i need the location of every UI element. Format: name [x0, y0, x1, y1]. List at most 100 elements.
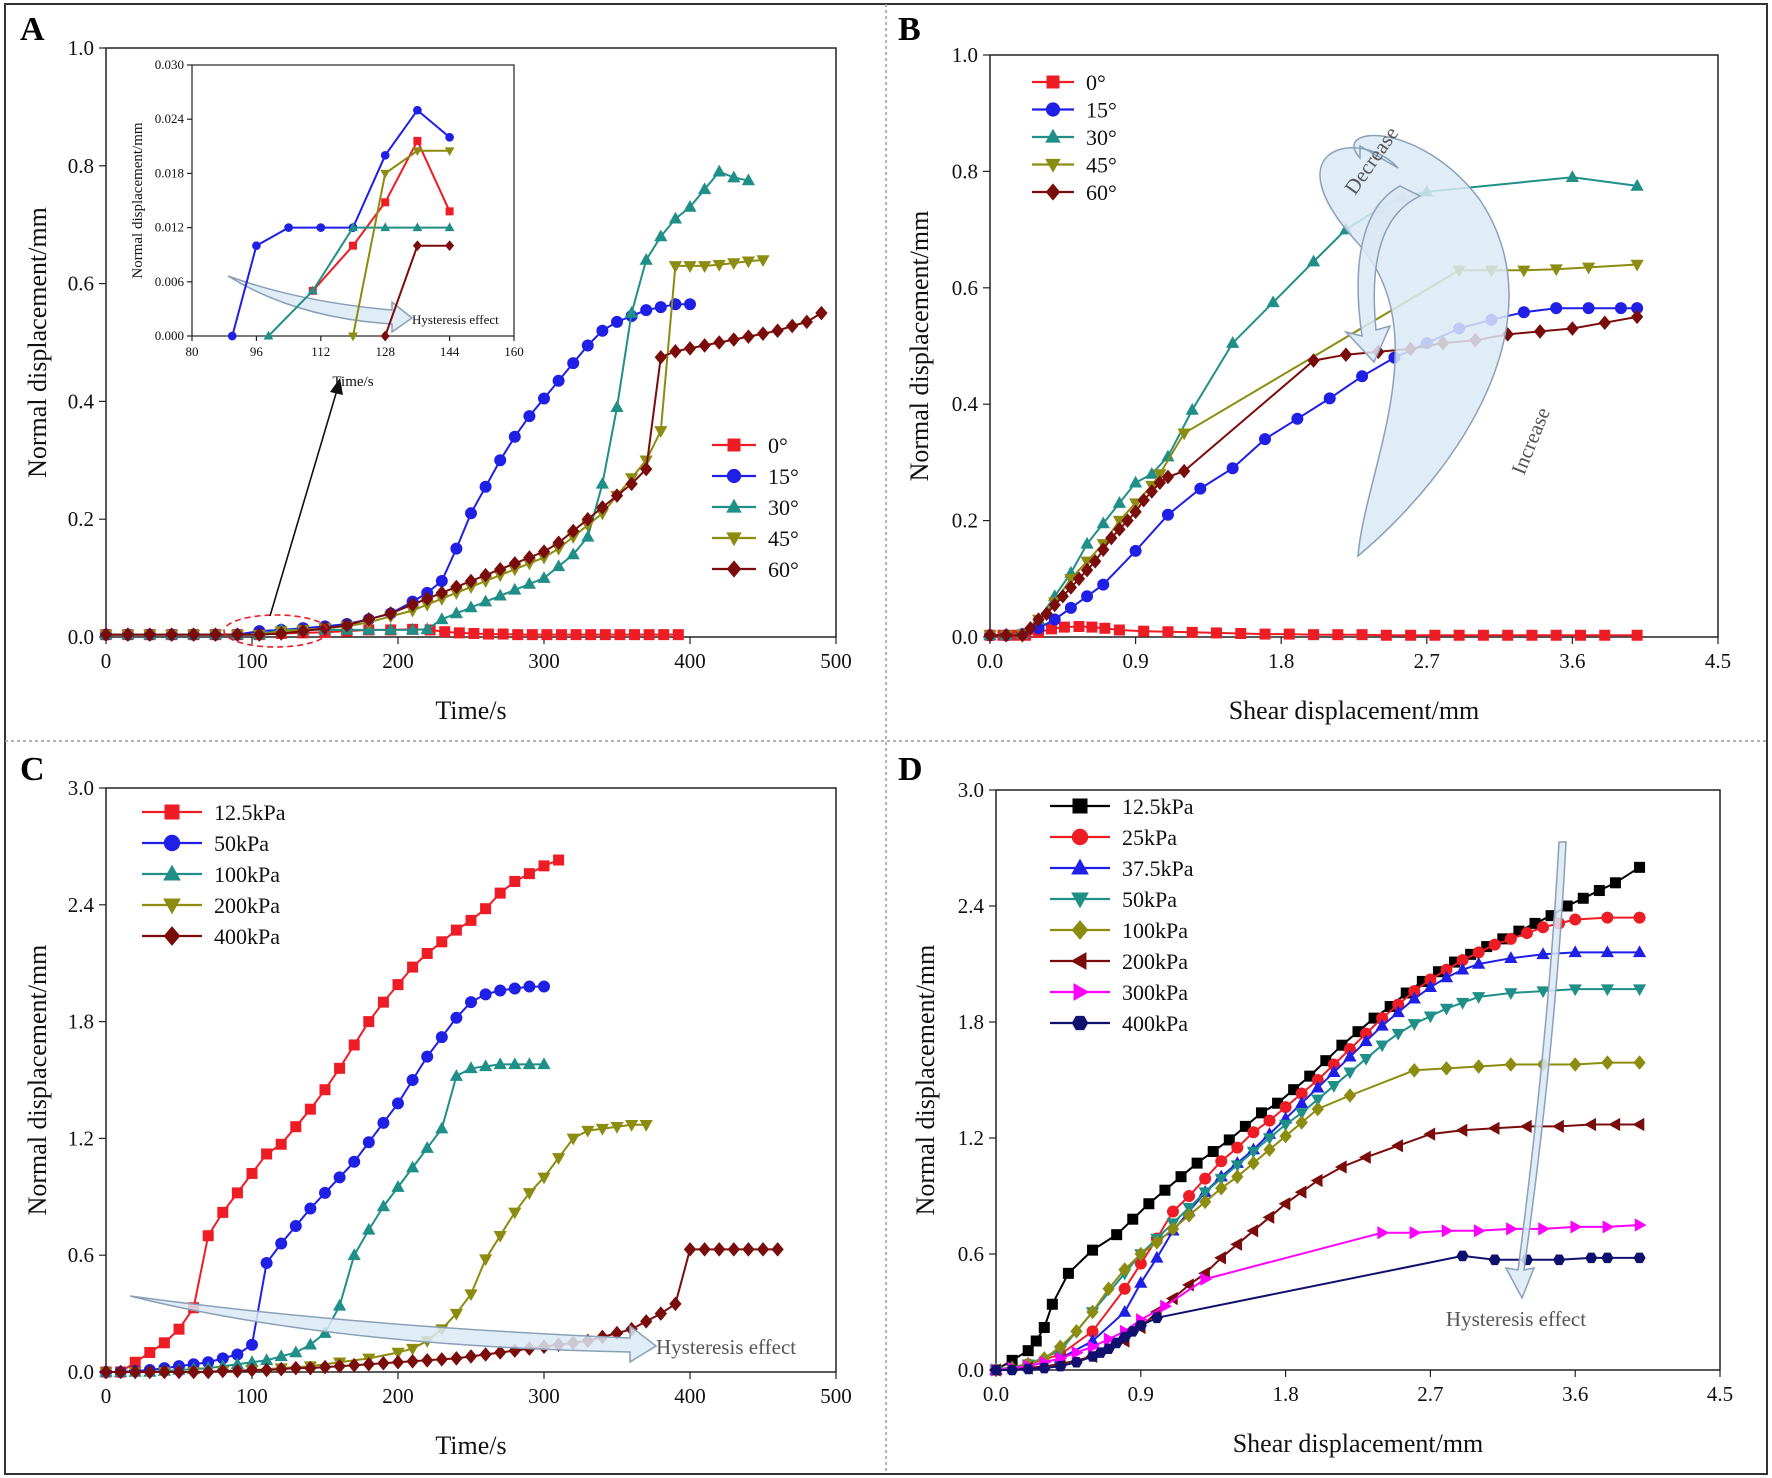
panel-label-b: B: [898, 11, 921, 48]
data-point-100kpa: [332, 1298, 347, 1311]
data-point-60deg: [1137, 492, 1150, 508]
data-point-100kpa: [537, 1057, 551, 1070]
data-point-100kpa: [1054, 1339, 1067, 1355]
data-point-15deg: [1356, 370, 1369, 383]
y-tick-label: 0.0: [68, 625, 94, 649]
data-point-30deg: [435, 612, 449, 625]
data-point-200kpa: [639, 1120, 653, 1132]
data-point-12-5kpa: [1239, 1120, 1251, 1132]
data-point-12-5kpa: [553, 854, 565, 866]
data-point-200kpa: [1230, 1237, 1243, 1251]
inset-data-point-30deg: [444, 222, 455, 232]
y-tick-label: 0.0: [952, 625, 978, 649]
data-point-100kpa: [435, 1121, 449, 1134]
data-point-30deg: [464, 600, 478, 613]
data-point-100kpa: [1601, 1055, 1614, 1070]
data-point-0deg: [1380, 629, 1392, 641]
data-point-0deg: [1429, 629, 1441, 641]
data-point-60deg: [1630, 309, 1644, 325]
y-tick-label: 0.2: [68, 507, 94, 531]
data-point-50kpa: [1246, 1146, 1261, 1159]
data-point-300kpa: [1087, 1340, 1100, 1354]
y-axis-title: Normal displacement/mm: [905, 211, 934, 482]
data-point-50kpa: [1311, 1094, 1325, 1107]
panel-label-a: A: [20, 11, 45, 48]
data-point-100kpa: [1199, 1194, 1212, 1210]
data-point-400kpa: [129, 1364, 142, 1380]
data-point-25kpa: [1183, 1190, 1196, 1202]
data-point-400kpa: [756, 1242, 770, 1257]
x-tick-label: 0: [101, 1384, 112, 1408]
data-point-100kpa: [1247, 1155, 1260, 1171]
data-point-45deg: [654, 426, 668, 438]
data-point-30deg: [1080, 536, 1094, 549]
legend-label: 100kPa: [214, 862, 280, 887]
x-tick-label: 4.5: [1705, 649, 1731, 673]
data-point-60deg: [1339, 347, 1353, 363]
data-point-100kpa: [1166, 1221, 1180, 1237]
data-point-50kpa: [1455, 997, 1470, 1010]
x-tick-label: 1.8: [1268, 649, 1294, 673]
legend-label: 12.5kPa: [1122, 794, 1194, 819]
data-point-45deg: [697, 261, 712, 273]
legend-entry-50kpa: 50kPa: [142, 831, 269, 856]
data-point-50kpa: [392, 1097, 404, 1110]
legend-label: 25kPa: [1122, 825, 1177, 850]
data-point-30deg: [537, 571, 551, 583]
legend-entry-100kpa: 100kPa: [142, 862, 280, 887]
data-point-0deg: [1405, 629, 1417, 641]
data-point-300kpa: [1473, 1224, 1486, 1238]
data-point-12-5kpa: [275, 1138, 287, 1150]
data-point-100kpa: [1118, 1262, 1131, 1277]
panel-a: A 0 100 200 300 400 500 0.0 0.2 0.4 0.6 0.8 1.0 Time/…: [20, 11, 852, 725]
inset-data-point-60deg: [412, 240, 422, 251]
data-point-50kpa: [333, 1171, 346, 1184]
data-point-60deg: [537, 544, 551, 559]
legend-entry-25kpa: 25kPa: [1050, 825, 1177, 850]
data-point-100kpa: [1569, 1057, 1582, 1072]
legend-marker: [1071, 892, 1089, 909]
legend-marker: [1045, 102, 1061, 117]
data-point-50kpa: [1327, 1081, 1341, 1093]
data-point-50kpa: [1359, 1053, 1373, 1066]
data-point-12-5kpa: [523, 868, 535, 880]
data-point-12-5kpa: [1143, 1198, 1155, 1210]
data-point-400kpa: [187, 1364, 200, 1380]
y-tick-label: 0.2: [952, 509, 978, 533]
inset-y-tick-label: 0.006: [155, 274, 185, 289]
data-point-100kpa: [1070, 1324, 1083, 1339]
data-point-300kpa: [1160, 1299, 1172, 1313]
x-tick-label: 100: [236, 649, 268, 673]
data-point-60deg: [1048, 597, 1061, 613]
data-point-400kpa: [318, 1359, 332, 1375]
legend-label: 200kPa: [214, 893, 280, 918]
data-point-45deg: [756, 255, 770, 268]
data-point-400kpa: [158, 1364, 171, 1380]
data-point-60deg: [1121, 513, 1134, 528]
data-point-100kpa: [1295, 1115, 1308, 1130]
data-point-25kpa: [1118, 1282, 1131, 1295]
data-point-30deg: [1306, 254, 1321, 267]
data-point-30deg: [727, 170, 741, 183]
data-point-100kpa: [376, 1199, 391, 1212]
data-point-0deg: [541, 629, 553, 641]
data-point-25kpa: [1279, 1101, 1292, 1114]
data-point-100kpa: [405, 1160, 420, 1173]
data-point-12-5kpa: [1111, 1229, 1123, 1241]
y-tick-label: 0.6: [68, 272, 94, 296]
y-tick-label: 1.0: [952, 43, 978, 67]
data-point-0deg: [1631, 629, 1643, 641]
data-point-200kpa: [610, 1121, 624, 1134]
data-point-200kpa: [1294, 1185, 1307, 1199]
data-point-0deg: [643, 629, 655, 641]
data-point-60deg: [464, 573, 478, 589]
data-point-300kpa: [1409, 1226, 1422, 1240]
data-point-30deg: [566, 547, 580, 560]
data-point-30deg: [581, 529, 595, 542]
legend-entry-400kpa: 400kPa: [1050, 1011, 1188, 1036]
data-point-400kpa: [1633, 1252, 1646, 1264]
data-point-60deg: [552, 535, 565, 551]
data-point-37-5kpa: [1504, 951, 1518, 963]
data-point-200kpa: [478, 1254, 493, 1267]
data-point-200kpa: [1519, 1119, 1532, 1134]
